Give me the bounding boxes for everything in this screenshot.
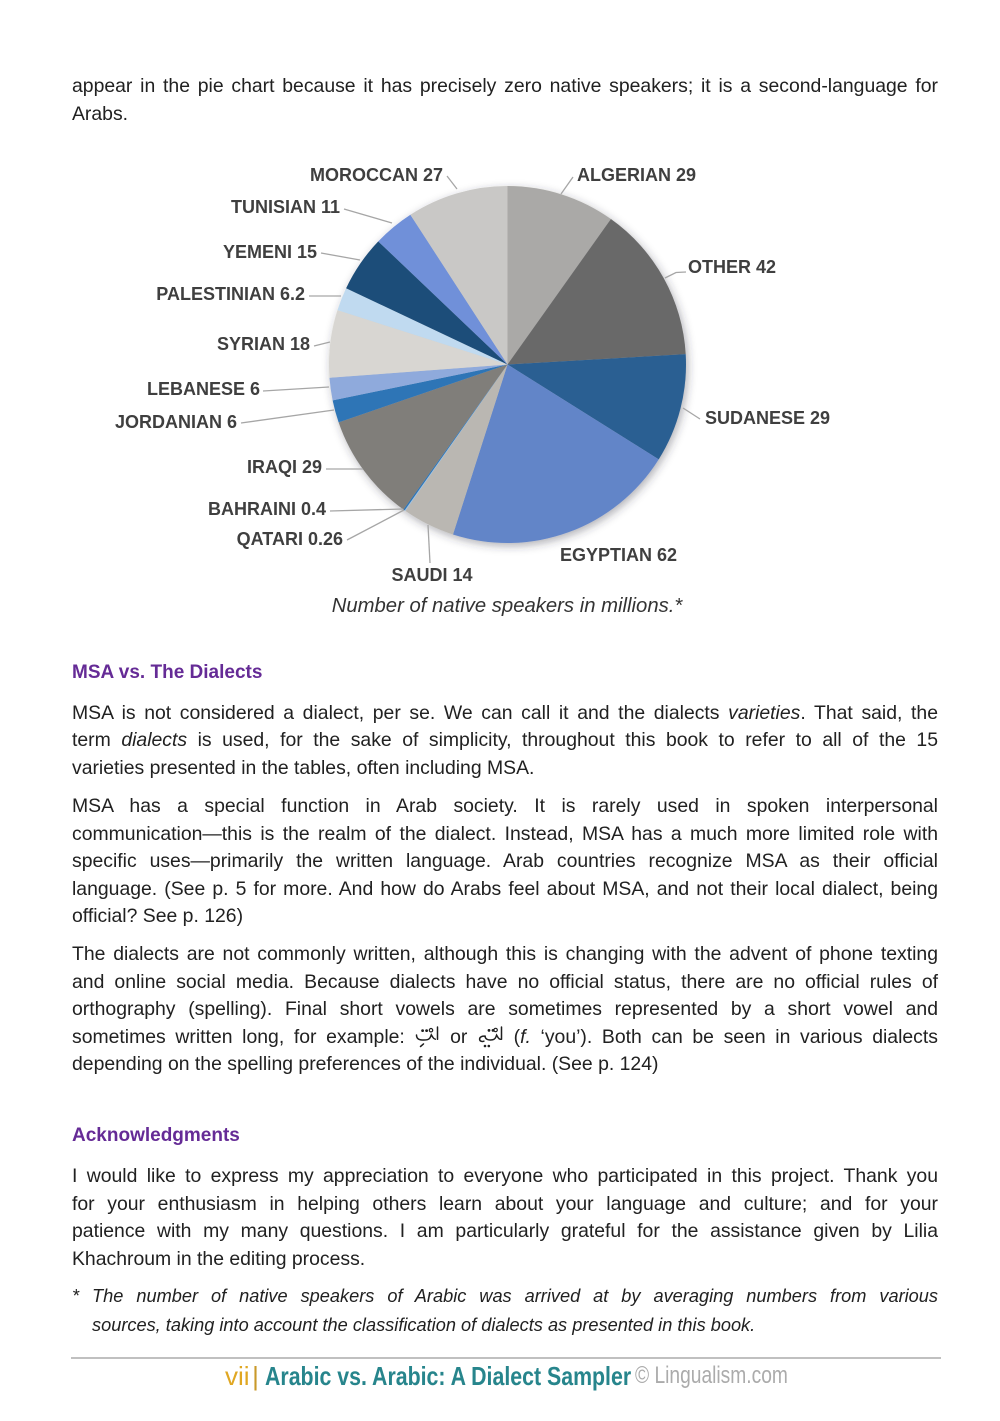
svg-text:LEBANESE 6: LEBANESE 6 — [147, 379, 260, 399]
svg-text:JORDANIAN 6: JORDANIAN 6 — [115, 412, 237, 432]
svg-text:Number of native speakers in m: Number of native speakers in millions.* — [332, 595, 684, 617]
svg-text:ALGERIAN 29: ALGERIAN 29 — [577, 165, 696, 185]
svg-text:OTHER 42: OTHER 42 — [688, 257, 776, 277]
svg-text:TUNISIAN 11: TUNISIAN 11 — [231, 197, 340, 217]
svg-text:IRAQI 29: IRAQI 29 — [247, 457, 322, 477]
svg-text:MOROCCAN 27: MOROCCAN 27 — [310, 165, 443, 185]
svg-text:EGYPTIAN 62: EGYPTIAN 62 — [560, 545, 677, 565]
svg-text:PALESTINIAN 6.2: PALESTINIAN 6.2 — [156, 284, 305, 304]
svg-text:SYRIAN 18: SYRIAN 18 — [217, 334, 310, 354]
svg-text:SAUDI 14: SAUDI 14 — [391, 565, 472, 585]
svg-text:YEMENI 15: YEMENI 15 — [223, 242, 317, 262]
svg-text:BAHRAINI 0.4: BAHRAINI 0.4 — [208, 499, 326, 519]
svg-text:QATARI 0.26: QATARI 0.26 — [237, 529, 343, 549]
svg-text:SUDANESE 29: SUDANESE 29 — [705, 408, 830, 428]
